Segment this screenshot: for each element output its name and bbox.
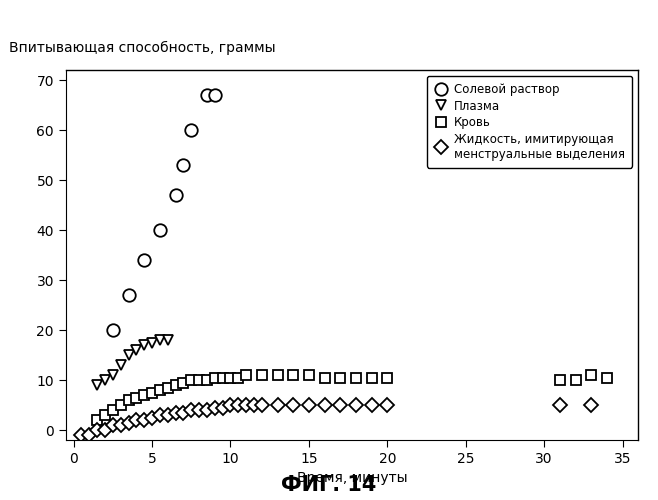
Жидкость, имитирующая
менструальные выделения: [164, 412, 172, 418]
Кровь: [148, 390, 156, 396]
Жидкость, имитирующая
менструальные выделения: [180, 410, 188, 416]
Кровь: [274, 372, 282, 378]
Солевой раствор: [172, 192, 180, 198]
Кровь: [384, 374, 392, 380]
Жидкость, имитирующая
менструальные выделения: [336, 402, 344, 408]
Line: Кровь: Кровь: [92, 370, 612, 425]
Жидкость, имитирующая
менструальные выделения: [556, 402, 564, 408]
Кровь: [556, 377, 564, 383]
Кровь: [156, 387, 164, 393]
Плазма: [116, 362, 124, 368]
Жидкость, имитирующая
менструальные выделения: [242, 402, 250, 408]
Жидкость, имитирующая
менструальные выделения: [188, 407, 195, 413]
Плазма: [93, 382, 101, 388]
Плазма: [109, 372, 117, 378]
Солевой раствор: [140, 257, 148, 263]
Жидкость, имитирующая
менструальные выделения: [172, 410, 180, 416]
Legend: Солевой раствор, Плазма, Кровь, Жидкость, имитирующая
менструальные выделения: Солевой раствор, Плазма, Кровь, Жидкость…: [427, 76, 632, 168]
Кровь: [93, 417, 101, 423]
Кровь: [218, 374, 226, 380]
Жидкость, имитирующая
менструальные выделения: [320, 402, 328, 408]
Жидкость, имитирующая
менструальные выделения: [368, 402, 376, 408]
Кровь: [368, 374, 376, 380]
Жидкость, имитирующая
менструальные выделения: [93, 427, 101, 433]
Кровь: [101, 412, 109, 418]
Жидкость, имитирующая
менструальные выделения: [234, 402, 242, 408]
Плазма: [101, 377, 109, 383]
Жидкость, имитирующая
менструальные выделения: [352, 402, 360, 408]
Кровь: [203, 377, 211, 383]
Кровь: [234, 374, 242, 380]
Жидкость, имитирующая
менструальные выделения: [78, 432, 86, 438]
Line: Плазма: Плазма: [92, 335, 172, 390]
Кровь: [116, 402, 124, 408]
Кровь: [226, 374, 234, 380]
Солевой раствор: [109, 327, 117, 333]
Солевой раствор: [188, 127, 195, 133]
Солевой раствор: [211, 92, 218, 98]
Text: ФИГ. 14: ФИГ. 14: [282, 475, 376, 495]
Line: Солевой раствор: Солевой раствор: [107, 89, 221, 336]
Жидкость, имитирующая
менструальные выделения: [274, 402, 282, 408]
Кровь: [572, 377, 580, 383]
Жидкость, имитирующая
менструальные выделения: [116, 422, 124, 428]
Плазма: [164, 337, 172, 343]
Кровь: [305, 372, 313, 378]
Жидкость, имитирующая
менструальные выделения: [140, 417, 148, 423]
Кровь: [132, 394, 140, 400]
Кровь: [587, 372, 595, 378]
Кровь: [290, 372, 297, 378]
Жидкость, имитирующая
менструальные выделения: [290, 402, 297, 408]
Плазма: [140, 342, 148, 348]
Плазма: [156, 337, 164, 343]
Кровь: [336, 374, 344, 380]
Жидкость, имитирующая
менструальные выделения: [587, 402, 595, 408]
Кровь: [195, 377, 203, 383]
Кровь: [320, 374, 328, 380]
Кровь: [172, 382, 180, 388]
Солевой раствор: [180, 162, 188, 168]
Солевой раствор: [203, 92, 211, 98]
Кровь: [211, 374, 218, 380]
Кровь: [180, 380, 188, 386]
Плазма: [132, 347, 140, 353]
Солевой раствор: [156, 227, 164, 233]
Жидкость, имитирующая
менструальные выделения: [250, 402, 258, 408]
Кровь: [124, 397, 132, 403]
Жидкость, имитирующая
менструальные выделения: [218, 404, 226, 410]
Жидкость, имитирующая
менструальные выделения: [109, 422, 117, 428]
Жидкость, имитирующая
менструальные выделения: [195, 407, 203, 413]
Кровь: [140, 392, 148, 398]
Кровь: [164, 384, 172, 390]
Жидкость, имитирующая
менструальные выделения: [86, 432, 93, 438]
Кровь: [188, 377, 195, 383]
Жидкость, имитирующая
менструальные выделения: [226, 402, 234, 408]
Line: Жидкость, имитирующая
менструальные выделения: Жидкость, имитирующая менструальные выде…: [76, 400, 596, 440]
Жидкость, имитирующая
менструальные выделения: [156, 412, 164, 418]
Кровь: [109, 407, 117, 413]
Плазма: [124, 352, 132, 358]
Солевой раствор: [124, 292, 132, 298]
Жидкость, имитирующая
менструальные выделения: [211, 404, 218, 410]
Text: Впитывающая способность, граммы: Впитывающая способность, граммы: [9, 41, 275, 55]
Жидкость, имитирующая
менструальные выделения: [305, 402, 313, 408]
Кровь: [352, 374, 360, 380]
Кровь: [603, 374, 611, 380]
Жидкость, имитирующая
менструальные выделения: [132, 417, 140, 423]
Жидкость, имитирующая
менструальные выделения: [124, 420, 132, 426]
Жидкость, имитирующая
менструальные выделения: [203, 407, 211, 413]
Жидкость, имитирующая
менструальные выделения: [384, 402, 392, 408]
X-axis label: Время, минуты: Время, минуты: [297, 472, 407, 486]
Жидкость, имитирующая
менструальные выделения: [148, 414, 156, 420]
Кровь: [242, 372, 250, 378]
Плазма: [148, 340, 156, 345]
Кровь: [258, 372, 266, 378]
Жидкость, имитирующая
менструальные выделения: [258, 402, 266, 408]
Жидкость, имитирующая
менструальные выделения: [101, 427, 109, 433]
